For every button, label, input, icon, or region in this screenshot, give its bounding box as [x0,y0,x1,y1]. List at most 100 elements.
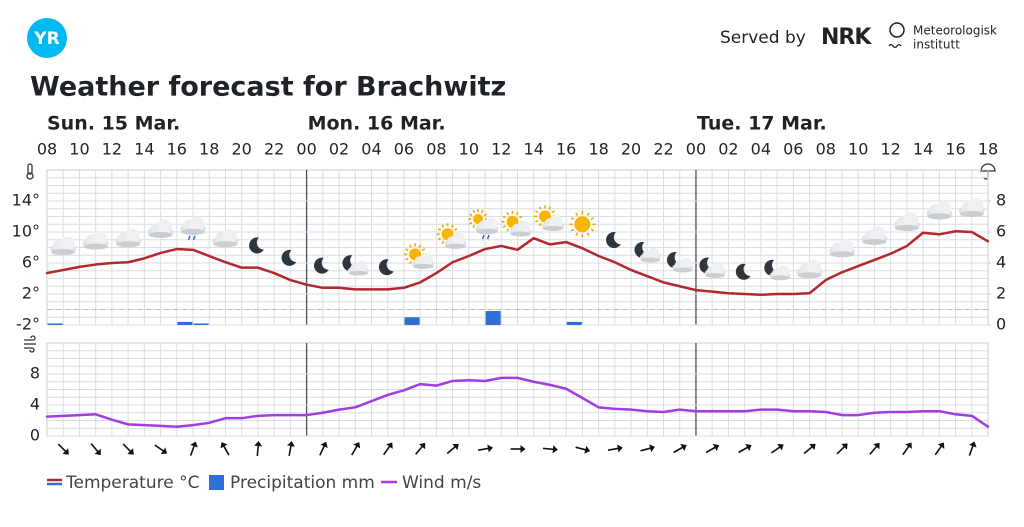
x-tick-label: 16 [556,140,576,159]
cloud-part [647,247,660,260]
cloud-part [870,226,886,242]
wind-arrow [254,441,263,457]
x-tick-label: 08 [816,140,836,159]
rain-drop [187,235,191,241]
wind-arrow [415,442,426,455]
sun-ray [405,248,409,252]
wind-arrow-head [617,444,623,453]
cloud-shade [894,224,919,231]
sun-ray [551,210,555,214]
cloud-part [189,216,205,232]
cloud-part [806,259,822,275]
sun-ray [548,206,552,210]
weather-icon [249,237,264,254]
cloud-part [420,253,433,267]
wind-arrow [90,443,101,456]
y2-tick-label: 2 [996,284,1006,303]
wind-arrow-head [286,441,295,447]
wind-arrow-head [419,442,426,450]
x-tick-label: 12 [491,140,511,159]
sun-ray [472,209,476,214]
cloud-part [777,265,790,278]
wind-arrow-head [62,448,69,455]
weather-icon [342,255,369,276]
sun-ray [441,224,445,228]
day-label: Mon. 16 Mar. [308,113,446,135]
rain-drop [192,235,196,241]
wind-arrow-head [353,442,361,449]
weather-icon [926,200,953,220]
y2-tick-label: 0 [996,315,1006,334]
y-tick-label: 2° [22,284,40,303]
cloud-shade [829,251,854,258]
day-label: Tue. 17 Mar. [697,113,827,135]
x-tick-label: 10 [848,140,868,159]
x-tick-label: 00 [686,140,706,159]
x-tick-label: 14 [134,140,154,159]
wind-arrow-head [386,442,393,449]
cloud-shade [51,248,76,255]
sun-ray [575,232,579,236]
precipitation-bar [177,321,193,325]
sun-ray [454,228,458,231]
wind-arrow [738,444,752,454]
weather-icon [501,210,532,237]
wind-arrow [383,442,393,456]
cloud-part [124,228,140,244]
sun-ray [437,237,442,241]
met-logo [889,22,905,38]
wind-arrow [446,443,459,455]
x-tick-label: 08 [37,140,57,159]
x-tick-label: 08 [426,140,446,159]
wind-arrow [478,444,493,453]
x-tick-label: 22 [653,140,673,159]
cloud-shade [148,231,173,238]
weather-icon [735,263,751,280]
sun-ray [405,257,409,261]
cloud-part [838,238,854,254]
cloud-part [452,233,466,246]
cloud-shade [705,273,725,278]
weather-icon [212,228,239,248]
cloud-shade [510,231,531,237]
wind-arrow [869,442,880,455]
wind-line [45,376,990,428]
wind-arrow [542,445,558,454]
x-tick-label: 20 [232,140,252,159]
x-tick-label: 20 [621,140,641,159]
wind-arrow [836,443,848,455]
cloud-part [355,260,368,273]
wind-arrow [57,443,69,455]
wind-arrow-head [452,443,459,451]
wind-arrow [220,442,230,456]
cloud-part [549,215,563,229]
weather-icon [82,231,109,250]
x-tick-label: 18 [199,140,219,159]
sun-ray [570,217,575,220]
cloud-part [903,212,919,228]
cloud-part [92,231,108,247]
y2-tick-label: 8 [996,191,1006,210]
weather-icon [147,219,174,238]
x-tick-label: 04 [361,140,381,159]
weather-icon [378,259,394,276]
cloud-part [968,198,984,214]
weather-icon [828,238,855,258]
wind-arrow [351,442,361,456]
weather-icon [180,216,207,241]
cloud-part [679,257,692,270]
weather-icon [50,236,77,255]
x-tick-label: 00 [296,140,316,159]
weather-icon [666,252,694,273]
weather-icon [533,205,564,232]
sun-ray [506,211,510,216]
wind-arrow-head [94,448,101,456]
cloud-shade [213,241,238,248]
x-tick-label: 18 [588,140,608,159]
y-tick-label: 4 [30,395,40,414]
wind-arrow-head [160,447,168,454]
cloud-part [221,228,237,244]
x-tick-label: 06 [783,140,803,159]
y-tick-label: 0 [30,426,40,445]
x-tick-label: 02 [329,140,349,159]
